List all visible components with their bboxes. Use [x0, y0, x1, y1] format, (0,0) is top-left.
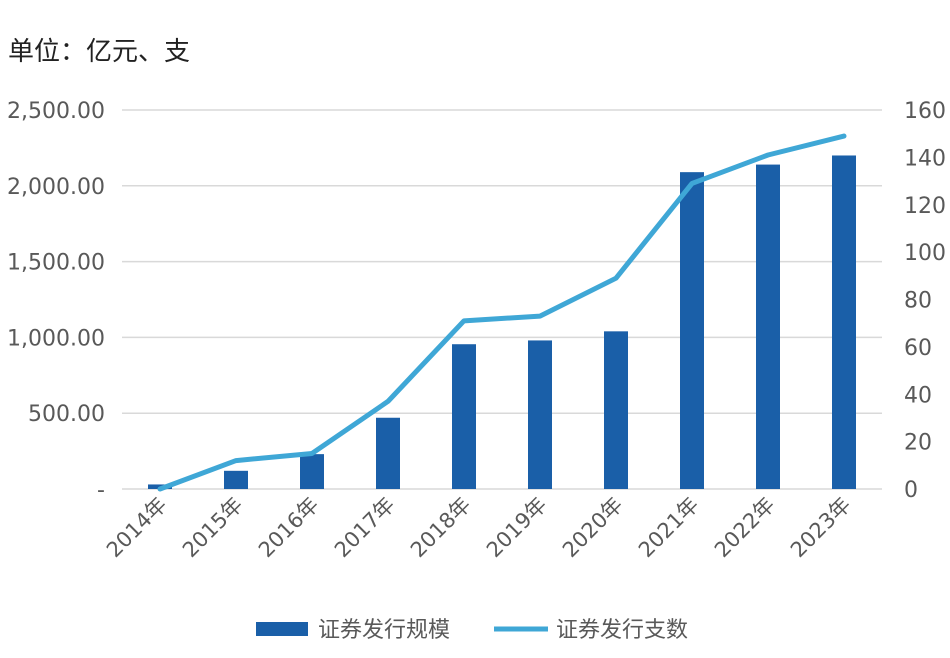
series-line — [157, 133, 847, 492]
right-tick-label: 100 — [904, 241, 946, 266]
left-axis: - 500.00 1,000.00 1,500.00 2,000.00 2,500.00 — [7, 99, 105, 503]
bar — [604, 331, 628, 489]
bar — [680, 172, 704, 489]
right-tick-label: 80 — [904, 289, 932, 314]
line-series — [157, 133, 847, 492]
x-tick-label: 2015年 — [178, 493, 248, 563]
bar — [756, 164, 780, 490]
right-tick-label: 20 — [904, 431, 932, 456]
left-tick-label: - — [97, 478, 105, 503]
x-tick-label: 2020年 — [558, 493, 628, 563]
bar-series — [148, 155, 856, 490]
bar — [528, 340, 552, 489]
right-tick-label: 160 — [904, 99, 946, 124]
right-tick-label: 140 — [904, 146, 946, 171]
x-tick-label: 2018年 — [406, 493, 476, 563]
left-tick-label: 500.00 — [28, 402, 105, 427]
x-tick-label: 2023年 — [786, 493, 856, 563]
right-tick-label: 60 — [904, 336, 932, 361]
gridlines — [122, 109, 882, 490]
x-axis: 2014年 2015年 2016年 2017年 2018年 2019年 2020年 2021年… — [102, 493, 856, 563]
bar — [224, 470, 248, 489]
x-tick-label: 2021年 — [634, 493, 704, 563]
x-tick-label: 2019年 — [482, 493, 552, 563]
bar — [300, 454, 324, 489]
legend: 证券发行规模 证券发行支数 — [256, 618, 688, 643]
legend-label: 证券发行规模 — [318, 618, 450, 643]
right-tick-label: 40 — [904, 383, 932, 408]
x-tick-label: 2014年 — [102, 493, 172, 563]
x-tick-label: 2022年 — [710, 493, 780, 563]
left-tick-label: 2,000.00 — [7, 175, 105, 200]
legend-swatch-bar — [256, 622, 308, 636]
right-axis: 0 20 40 60 80 100 120 140 160 — [904, 99, 946, 503]
unit-label: 单位：亿元、支 — [8, 37, 190, 67]
x-tick-label: 2017年 — [330, 493, 400, 563]
right-tick-label: 120 — [904, 194, 946, 219]
bar — [452, 344, 476, 489]
left-tick-label: 1,000.00 — [7, 326, 105, 351]
bar — [832, 155, 856, 490]
left-tick-label: 1,500.00 — [7, 251, 105, 276]
left-tick-label: 2,500.00 — [7, 99, 105, 124]
bar — [376, 417, 400, 489]
x-tick-label: 2016年 — [254, 493, 324, 563]
right-tick-label: 0 — [904, 478, 918, 503]
legend-label: 证券发行支数 — [556, 618, 688, 643]
